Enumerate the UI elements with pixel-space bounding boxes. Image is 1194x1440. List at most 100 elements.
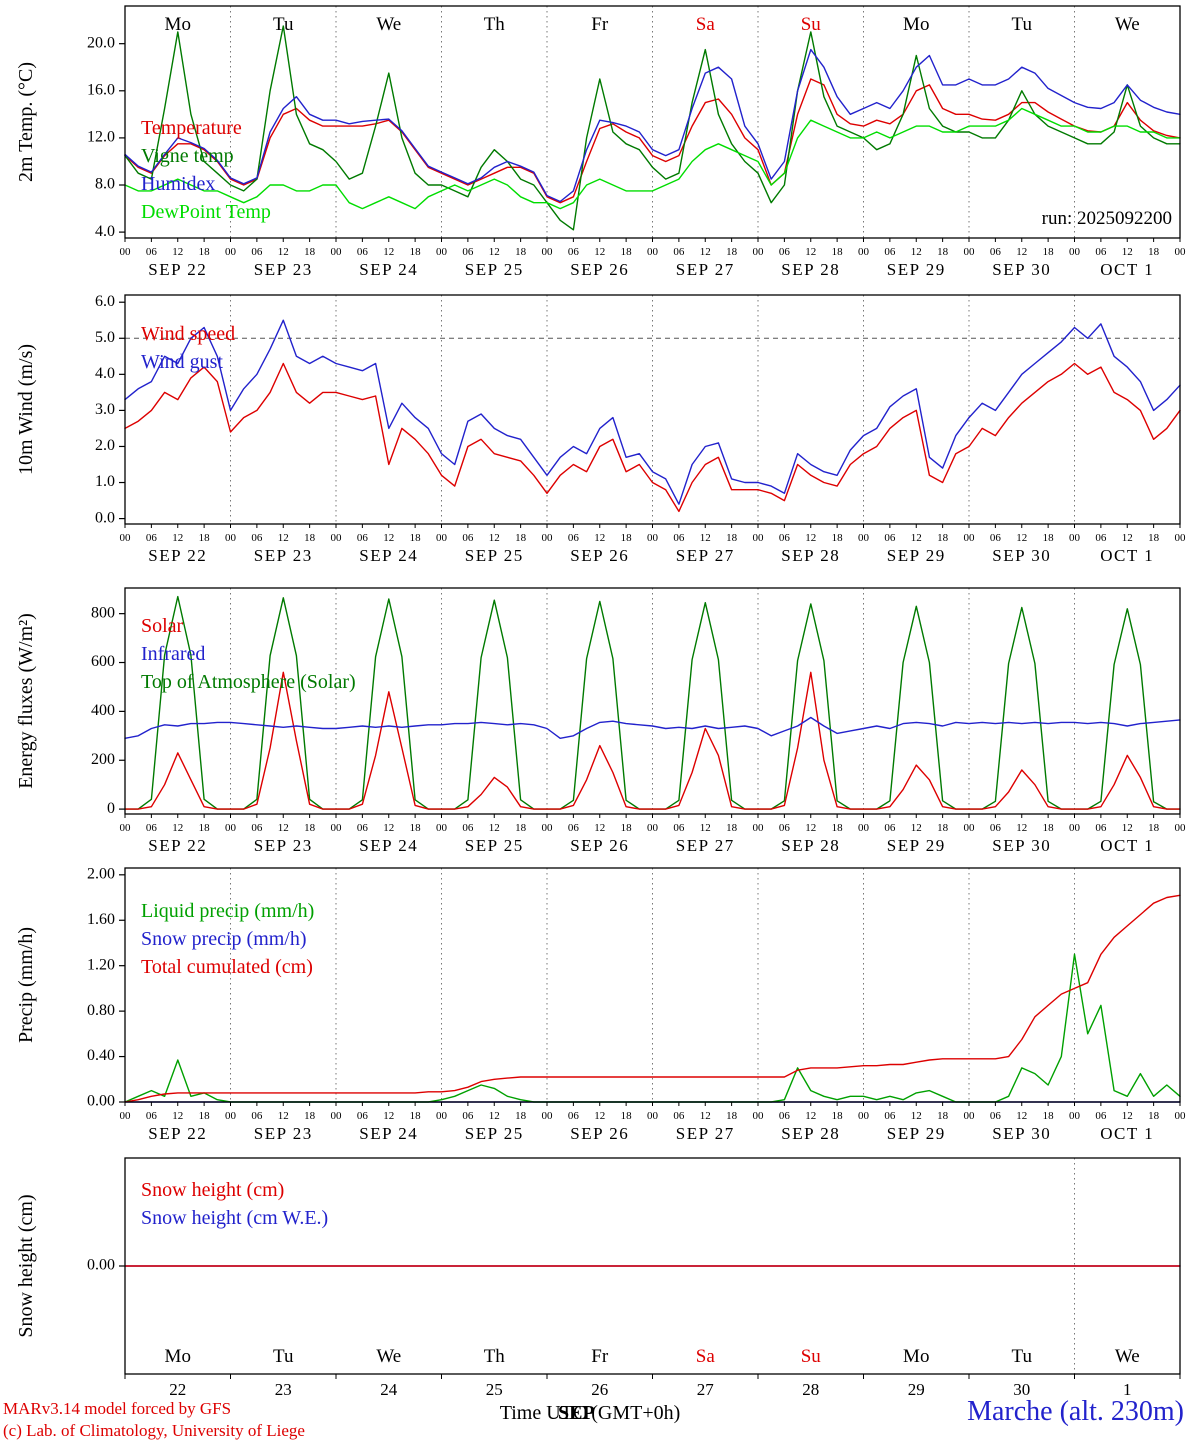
y-tick-label: 20.0: [87, 34, 115, 51]
hour-label: 18: [410, 822, 422, 834]
hour-label: 18: [1148, 246, 1160, 258]
hour-label: 00: [225, 822, 237, 834]
date-label: SEP 28: [781, 260, 840, 279]
date-label: SEP 26: [570, 260, 629, 279]
hour-label: 12: [489, 532, 500, 544]
hour-label: 18: [726, 822, 738, 834]
station-label: Marche (alt. 230m): [967, 1396, 1184, 1427]
hour-label: 12: [489, 822, 500, 834]
series-total-cumulated-cm: [124, 894, 1181, 1103]
hour-label: 12: [278, 246, 289, 258]
hour-label: 12: [383, 822, 394, 834]
hour-label: 00: [1175, 822, 1187, 834]
hour-label: 06: [357, 822, 369, 834]
date-label: SEP 26: [570, 836, 629, 855]
date-label: SEP 22: [148, 836, 207, 855]
hour-label: 18: [1043, 532, 1055, 544]
hour-label: 00: [331, 246, 343, 258]
date-label: SEP 22: [148, 546, 207, 565]
hour-label: 06: [568, 246, 580, 258]
hour-label: 00: [858, 532, 870, 544]
day-name-bottom: Sa: [696, 1346, 716, 1367]
hour-label: 18: [621, 1110, 633, 1122]
y-tick-label: 0.0: [95, 509, 115, 526]
series-vigne-temp: [124, 25, 1181, 231]
hour-label: 00: [1069, 1110, 1081, 1122]
hour-label: 06: [357, 246, 369, 258]
hour-label: 00: [542, 1110, 554, 1122]
hour-label: 00: [542, 822, 554, 834]
hour-label: 06: [251, 822, 263, 834]
lab-credit: (c) Lab. of Climatology, University of L…: [3, 1421, 305, 1440]
hour-label: 18: [832, 532, 844, 544]
legend-liquid-precip-mm-h: Liquid precip (mm/h): [141, 900, 314, 922]
hour-label: 18: [832, 246, 844, 258]
hour-label: 00: [542, 246, 554, 258]
hour-label: 18: [515, 532, 527, 544]
hour-label: 18: [304, 1110, 316, 1122]
hour-label: 00: [753, 822, 765, 834]
hour-label: 12: [805, 532, 816, 544]
day-number: 25: [486, 1380, 503, 1399]
hour-label: 18: [832, 822, 844, 834]
panel-border: [124, 294, 1181, 525]
hour-label: 12: [1016, 1110, 1027, 1122]
hour-label: 06: [462, 532, 474, 544]
hour-label: 12: [172, 246, 183, 258]
y-axis-title-precip: Precip (mm/h): [15, 927, 37, 1043]
hour-label: 06: [779, 246, 791, 258]
hour-label: 12: [1016, 532, 1027, 544]
date-label: SEP 25: [465, 260, 524, 279]
day-name-top: Mo: [903, 14, 929, 35]
hour-label: 12: [700, 532, 711, 544]
day-name-bottom: Fr: [591, 1346, 609, 1367]
hour-label: 06: [673, 1110, 685, 1122]
hour-label: 18: [304, 246, 316, 258]
hour-label: 18: [726, 532, 738, 544]
hour-label: 06: [1095, 1110, 1107, 1122]
hour-label: 12: [700, 1110, 711, 1122]
time-axis-label: Time UTC (GMT+0h) SEP: [440, 1402, 740, 1425]
date-label: OCT 1: [1100, 260, 1154, 279]
hour-label: 06: [1095, 246, 1107, 258]
y-tick-label: 2.00: [87, 865, 115, 882]
date-label: SEP 26: [570, 1124, 629, 1143]
panel-snow-height: 0.00 Snow height (cm) Mo Tu We Th Fr Sa Su Mo Tu We…: [15, 1157, 1181, 1399]
hour-label: 06: [990, 1110, 1002, 1122]
hour-label: 12: [278, 1110, 289, 1122]
hour-label: 06: [779, 822, 791, 834]
y-tick-label: 5.0: [95, 329, 115, 346]
y-tick-label: 0: [107, 800, 115, 817]
legend-wind-speed: Wind speed: [141, 323, 235, 345]
day-name-bottom: Mo: [165, 1346, 191, 1367]
hour-label: 00: [858, 246, 870, 258]
date-label: OCT 1: [1100, 1124, 1154, 1143]
hour-label: 06: [673, 822, 685, 834]
date-label: SEP 29: [887, 836, 946, 855]
panel-wind: 0.0 1.0 2.0 3.0 4.0 5.0 6.0 10m Wind (m/s) 00 06 1…: [15, 293, 1186, 565]
date-label: SEP 30: [992, 1124, 1051, 1143]
hour-label: 06: [568, 532, 580, 544]
hour-label: 18: [726, 246, 738, 258]
hour-label: 12: [805, 822, 816, 834]
day-name-top: Mo: [165, 14, 191, 35]
hour-label: 06: [568, 1110, 580, 1122]
day-number: 30: [1013, 1380, 1030, 1399]
hour-label: 00: [1069, 532, 1081, 544]
date-label: SEP 22: [148, 260, 207, 279]
date-label: SEP 27: [676, 1124, 735, 1143]
hour-label: 12: [489, 1110, 500, 1122]
date-label: SEP 24: [359, 1124, 418, 1143]
date-label: SEP 24: [359, 546, 418, 565]
y-tick-label: 0.00: [87, 1093, 115, 1110]
hour-label: 00: [1069, 822, 1081, 834]
hour-label: 06: [462, 822, 474, 834]
hour-label: 18: [199, 822, 211, 834]
hour-label: 18: [937, 822, 949, 834]
hour-label: 18: [937, 246, 949, 258]
day-name-top: We: [1115, 14, 1140, 35]
hour-label: 18: [621, 246, 633, 258]
date-label: SEP 25: [465, 546, 524, 565]
hour-label: 06: [884, 1110, 896, 1122]
